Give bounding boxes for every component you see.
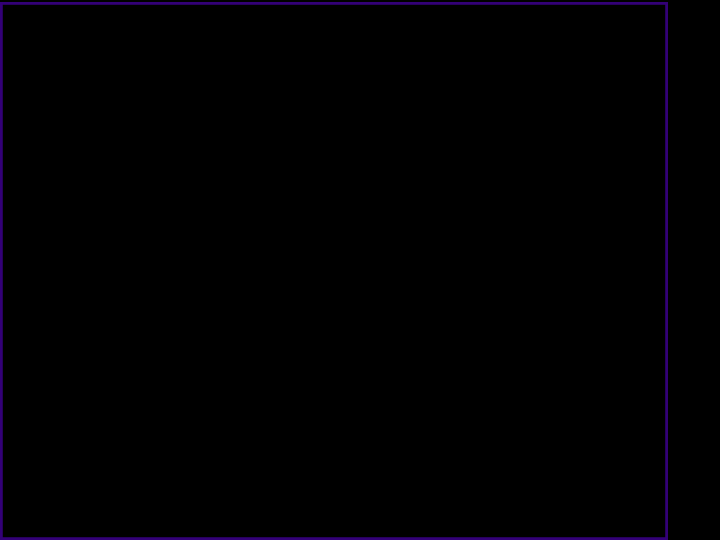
Text: No electrons were emitted: No electrons were emitted xyxy=(11,404,258,421)
Text: No: No xyxy=(258,279,279,293)
Text: (Recall: small λ = high  f): (Recall: small λ = high f) xyxy=(192,464,430,481)
Text: What if we try this ?: What if we try this ? xyxy=(353,44,524,58)
Bar xyxy=(337,89,660,393)
Text: emitted ?: emitted ? xyxy=(244,158,303,171)
Text: the surface!: the surface! xyxy=(11,464,123,481)
Text: “Classical” Method: “Classical” Method xyxy=(88,44,252,58)
Text: Yes, with
high KE: Yes, with high KE xyxy=(565,316,622,345)
Text: electrons: electrons xyxy=(244,145,303,158)
Text: No: No xyxy=(258,234,279,248)
Text: No: No xyxy=(258,189,279,203)
Text: Photoelectric Effect (I): Photoelectric Effect (I) xyxy=(136,4,531,35)
Bar xyxy=(0,29,668,37)
Text: No: No xyxy=(583,189,604,203)
Text: emitted ?: emitted ? xyxy=(564,158,624,171)
Text: electrons: electrons xyxy=(564,145,623,158)
Text: No: No xyxy=(258,334,279,348)
Bar xyxy=(17,53,216,133)
Text: Increase energy by
increasing amplitude: Increase energy by increasing amplitude xyxy=(25,77,207,110)
Bar xyxy=(0,534,668,540)
Bar xyxy=(0,2,668,37)
Bar xyxy=(9,89,325,393)
Bar xyxy=(228,116,240,386)
Text: Vary wavelength, fixed amplitude: Vary wavelength, fixed amplitude xyxy=(353,89,643,104)
Text: the frequency of the light exceeded: the frequency of the light exceeded xyxy=(220,404,549,421)
Text: Yes, with
low KE: Yes, with low KE xyxy=(565,250,622,278)
Text: a critical  frequency, at which point electrons were emitted from: a critical frequency, at which point ele… xyxy=(11,434,612,451)
Bar xyxy=(528,116,541,386)
Text: until: until xyxy=(181,404,225,421)
Bar xyxy=(343,66,653,126)
